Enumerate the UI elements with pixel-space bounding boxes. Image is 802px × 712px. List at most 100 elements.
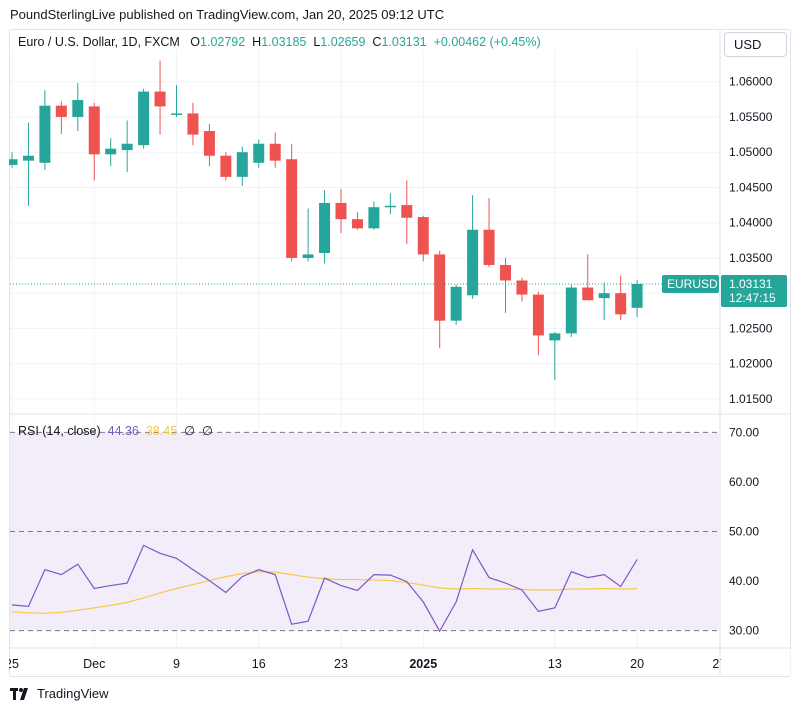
candle-down[interactable] bbox=[88, 102, 100, 181]
high-label: H bbox=[252, 35, 262, 49]
candle-down[interactable] bbox=[154, 60, 166, 135]
price-axis-tick-label: 1.02500 bbox=[729, 321, 773, 335]
tradingview-brand[interactable]: TradingView bbox=[10, 686, 109, 701]
brand-name: TradingView bbox=[37, 686, 109, 701]
candle-up[interactable] bbox=[121, 120, 133, 172]
candle-down[interactable] bbox=[187, 102, 199, 146]
candle-body bbox=[319, 202, 331, 253]
rsi-axis-tick-label: 40.00 bbox=[729, 574, 759, 588]
time-axis-tick-label: 13 bbox=[548, 657, 562, 671]
candle-down[interactable] bbox=[203, 124, 215, 167]
candle-body bbox=[121, 143, 133, 151]
candle-down[interactable] bbox=[55, 101, 67, 134]
open-label: O bbox=[190, 35, 201, 49]
symbol-legend[interactable]: Euro / U.S. Dollar, 1D, FXCM O1.02792 H 1… bbox=[18, 35, 541, 49]
candle-body bbox=[351, 219, 363, 229]
candle-down[interactable] bbox=[286, 143, 298, 262]
candle-down[interactable] bbox=[483, 198, 495, 268]
candle-down[interactable] bbox=[582, 254, 594, 301]
candle-body bbox=[105, 148, 117, 155]
candle-up[interactable] bbox=[631, 280, 643, 318]
candle-down[interactable] bbox=[269, 132, 281, 168]
candle-body bbox=[302, 254, 314, 258]
empty-value-icon: ∅ bbox=[201, 424, 213, 438]
open-value: 1.02792 bbox=[200, 35, 246, 49]
axis-corner bbox=[720, 648, 791, 676]
rsi-axis-tick-label: 70.00 bbox=[729, 425, 759, 439]
price-tag bbox=[721, 274, 787, 307]
candle-body bbox=[582, 287, 594, 301]
rsi-line[interactable] bbox=[11, 544, 638, 633]
rsi-axis-tick-label: 60.00 bbox=[729, 475, 759, 489]
candle-body bbox=[434, 254, 446, 321]
tradingview-logo-icon bbox=[10, 687, 28, 700]
candle-up[interactable] bbox=[236, 146, 248, 187]
candle-up[interactable] bbox=[565, 284, 577, 337]
price-axis-tick-label: 1.02000 bbox=[729, 357, 773, 371]
candle-up[interactable] bbox=[302, 208, 314, 262]
candle-body bbox=[516, 280, 528, 295]
candle-body bbox=[55, 105, 67, 117]
candle-down[interactable] bbox=[615, 275, 627, 320]
candle-up[interactable] bbox=[384, 193, 396, 215]
price-axis-tick-label: 1.05000 bbox=[729, 145, 773, 159]
candle-down[interactable] bbox=[532, 291, 544, 356]
left-margin-mask bbox=[0, 30, 9, 678]
candle-up[interactable] bbox=[39, 90, 51, 170]
candle-body bbox=[286, 159, 298, 258]
rsi-axis-tick-label: 50.00 bbox=[729, 525, 759, 539]
currency-button[interactable]: USD bbox=[724, 32, 787, 57]
candle-up[interactable] bbox=[450, 284, 462, 325]
candle-body bbox=[631, 283, 643, 308]
candle-up[interactable] bbox=[105, 138, 117, 167]
close-label: C bbox=[372, 35, 382, 49]
candle-body bbox=[88, 106, 100, 155]
change-value: +0.00462 (+0.45%) bbox=[433, 35, 541, 49]
publish-caption: PoundSterlingLive published on TradingVi… bbox=[10, 7, 445, 22]
candle-up[interactable] bbox=[368, 201, 380, 230]
candle-down[interactable] bbox=[335, 188, 347, 234]
symbol-name: Euro / U.S. Dollar, 1D, FXCM bbox=[18, 35, 180, 49]
rsi-legend[interactable]: RSI (14, close) 44.36 38.45 ∅ ∅ bbox=[18, 423, 213, 438]
candle-body bbox=[401, 205, 413, 218]
rsi-axis-tick-label: 30.00 bbox=[729, 624, 759, 638]
candle-body bbox=[598, 293, 610, 299]
candle-up[interactable] bbox=[22, 122, 34, 206]
candle-up[interactable] bbox=[72, 83, 84, 132]
symbol-tag-label: EURUSD bbox=[667, 277, 718, 291]
candle-body bbox=[6, 159, 18, 165]
candle-down[interactable] bbox=[220, 152, 232, 181]
candle-up[interactable] bbox=[6, 152, 18, 168]
candle-up[interactable] bbox=[138, 88, 150, 149]
candle-down[interactable] bbox=[500, 257, 511, 313]
candle-body bbox=[483, 229, 495, 265]
price-axis-tick-label: 1.05500 bbox=[729, 110, 773, 124]
candle-body bbox=[203, 131, 215, 156]
price-axis-tick-label: 1.06000 bbox=[729, 75, 773, 89]
candle-up[interactable] bbox=[171, 85, 182, 117]
candle-up[interactable] bbox=[467, 195, 479, 299]
candle-body bbox=[154, 91, 166, 107]
candle-down[interactable] bbox=[401, 180, 413, 244]
price-axis-tick-label: 1.03500 bbox=[729, 251, 773, 265]
candle-down[interactable] bbox=[434, 250, 446, 349]
price-axis-tick-label: 1.04000 bbox=[729, 216, 773, 230]
candle-body bbox=[467, 229, 479, 296]
low-value: 1.02659 bbox=[320, 35, 366, 49]
candle-body bbox=[500, 264, 511, 281]
candle-body bbox=[269, 143, 281, 161]
candle-up[interactable] bbox=[549, 331, 561, 380]
candle-up[interactable] bbox=[253, 139, 265, 168]
candle-up[interactable] bbox=[319, 190, 331, 264]
price-axis-tick-label: 1.04500 bbox=[729, 180, 773, 194]
candle-down[interactable] bbox=[351, 212, 363, 230]
candle-body bbox=[22, 155, 34, 161]
candle-down[interactable] bbox=[516, 277, 528, 302]
time-axis-tick-label: 2025 bbox=[409, 657, 437, 671]
candle-down[interactable] bbox=[417, 215, 429, 262]
symbol-tag bbox=[662, 274, 719, 293]
candle-up[interactable] bbox=[598, 282, 610, 320]
time-axis-tick-label: 16 bbox=[252, 657, 266, 671]
time-axis-tick-label: Dec bbox=[83, 657, 105, 671]
